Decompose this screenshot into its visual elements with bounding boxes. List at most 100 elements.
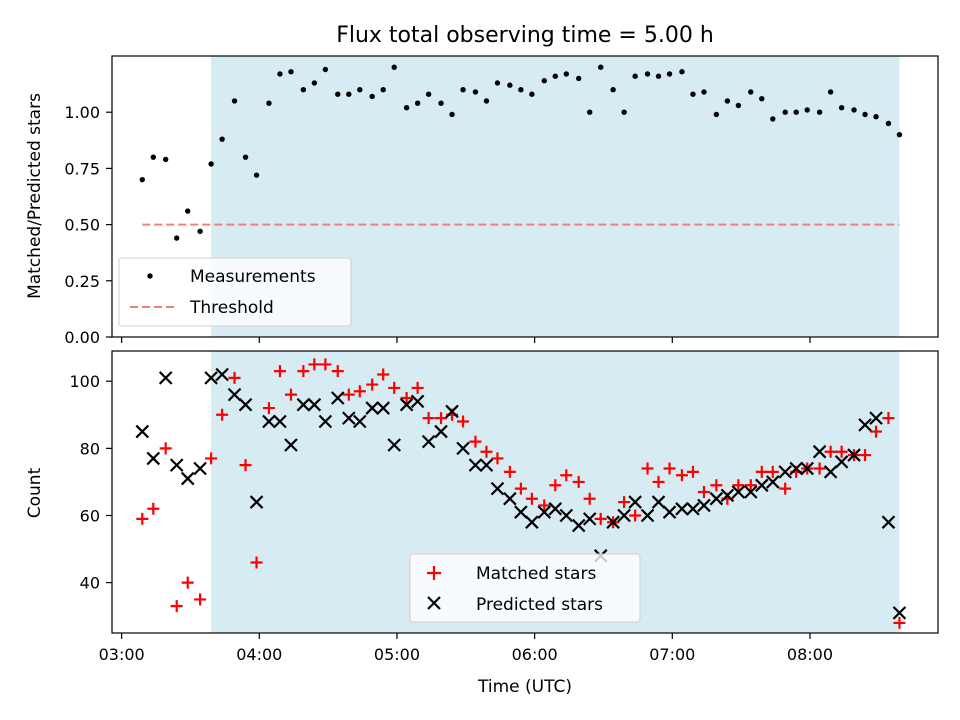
predicted-star-point bbox=[376, 401, 390, 415]
matched-star-point bbox=[239, 459, 252, 472]
predicted-star-point bbox=[262, 414, 276, 429]
x-axis-label: Time (UTC) bbox=[477, 677, 572, 697]
matched-star-point bbox=[835, 445, 848, 458]
matched-star-point bbox=[319, 358, 332, 371]
x-tick-label: 06:00 bbox=[512, 645, 558, 664]
predicted-star-point bbox=[823, 465, 838, 479]
measurement-point bbox=[197, 228, 203, 235]
bottom-x-ticks: 03:00 04:00 05:00 06:00 07:00 08:00 bbox=[99, 633, 833, 664]
predicted-star-point bbox=[606, 515, 620, 529]
predicted-star-point bbox=[662, 505, 677, 519]
matched-star-point bbox=[572, 475, 585, 488]
predicted-star-point bbox=[158, 371, 173, 385]
x-tick-label: 08:00 bbox=[787, 645, 833, 664]
measurement-point bbox=[231, 98, 238, 104]
matched-star-point bbox=[469, 435, 482, 448]
predicted-star-point bbox=[778, 465, 792, 479]
measurement-point bbox=[701, 89, 707, 95]
bottom-legend-box bbox=[409, 553, 641, 623]
y-tick-label: 0.25 bbox=[64, 272, 100, 291]
predicted-star-point bbox=[537, 505, 552, 519]
matched-star-point bbox=[388, 381, 401, 394]
matched-star-point bbox=[663, 462, 676, 475]
matched-star-point bbox=[400, 392, 413, 404]
matched-stars-points bbox=[136, 358, 906, 629]
measurement-point bbox=[632, 73, 638, 79]
matched-star-point bbox=[755, 465, 768, 478]
measurement-point bbox=[266, 100, 272, 106]
predicted-star-point bbox=[582, 512, 597, 526]
matched-star-point bbox=[308, 358, 321, 371]
measurement-point bbox=[610, 87, 616, 93]
predicted-star-point bbox=[146, 451, 161, 466]
measurement-point bbox=[759, 96, 765, 102]
measurement-point bbox=[472, 89, 479, 95]
measurement-point bbox=[277, 71, 283, 77]
legend-predicted-label: Predicted stars bbox=[476, 595, 603, 615]
x-tick-label: 04:00 bbox=[236, 645, 282, 664]
y-tick-label: 80 bbox=[80, 439, 100, 458]
measurement-point bbox=[357, 87, 363, 93]
bottom-y-axis-label: Count bbox=[25, 467, 45, 518]
predicted-star-point bbox=[731, 485, 746, 499]
predicted-star-point bbox=[479, 458, 494, 472]
measurement-point bbox=[403, 105, 410, 111]
measurement-point bbox=[150, 154, 156, 160]
matched-star-point bbox=[284, 388, 297, 401]
predicted-star-point bbox=[399, 397, 414, 412]
y-tick-label: 0.00 bbox=[64, 328, 100, 347]
predicted-star-point bbox=[617, 508, 631, 523]
legend-threshold-label: Threshold bbox=[189, 298, 274, 318]
predicted-star-point bbox=[456, 441, 470, 456]
matched-star-point bbox=[583, 492, 596, 505]
predicted-star-point bbox=[548, 502, 563, 516]
measurement-point bbox=[518, 87, 524, 93]
legend-measurements-label: Measurements bbox=[190, 267, 316, 287]
x-tick-label: 05:00 bbox=[374, 645, 420, 664]
predicted-star-point bbox=[193, 461, 207, 476]
matched-star-point bbox=[136, 512, 149, 525]
top-points bbox=[139, 64, 903, 241]
predicted-star-point bbox=[559, 508, 574, 523]
bottom-y-ticks: 40 60 80 100 bbox=[69, 372, 112, 593]
matched-star-point bbox=[377, 368, 390, 381]
matched-star-point bbox=[250, 556, 263, 569]
x-tick-label: 07:00 bbox=[649, 645, 695, 664]
y-tick-label: 0.75 bbox=[64, 159, 100, 178]
predicted-star-point bbox=[490, 481, 505, 496]
measurement-point bbox=[174, 235, 180, 241]
measurement-point bbox=[219, 136, 225, 142]
predicted-star-point bbox=[387, 438, 401, 452]
measurement-point bbox=[873, 113, 879, 120]
predicted-stars-points bbox=[135, 367, 907, 620]
measurement-point bbox=[655, 73, 662, 79]
measurement-point bbox=[494, 80, 501, 86]
measurement-point bbox=[438, 100, 444, 106]
matched-star-point bbox=[435, 412, 448, 425]
measurement-point bbox=[552, 73, 558, 79]
measurement-point bbox=[896, 131, 903, 138]
predicted-star-point bbox=[766, 475, 780, 489]
top-legend: Measurements Threshold bbox=[118, 257, 352, 327]
matched-star-point bbox=[697, 486, 710, 498]
predicted-star-point bbox=[514, 505, 528, 519]
measurement-point bbox=[529, 91, 535, 97]
matched-star-point bbox=[641, 462, 654, 475]
matched-star-point bbox=[262, 402, 275, 415]
predicted-star-point bbox=[238, 397, 253, 412]
predicted-star-point bbox=[169, 458, 184, 472]
top-panel: 0.00 0.25 0.50 0.75 1.00 Matched/Predicted s… bbox=[25, 55, 939, 347]
measurement-point bbox=[185, 208, 191, 214]
matched-star-point bbox=[618, 496, 631, 509]
predicted-star-point bbox=[686, 502, 700, 516]
measurement-point bbox=[644, 71, 651, 77]
predicted-star-point bbox=[445, 404, 459, 419]
y-tick-label: 1.00 bbox=[64, 103, 100, 122]
top-y-ticks: 0.00 0.25 0.50 0.75 1.00 bbox=[64, 103, 112, 347]
bottom-plot-frame bbox=[111, 350, 939, 634]
bottom-legend: Matched stars Predicted stars bbox=[409, 553, 641, 623]
matched-star-point bbox=[503, 465, 516, 478]
measurement-point bbox=[621, 109, 627, 115]
measurement-point bbox=[851, 107, 857, 113]
predicted-star-point bbox=[869, 411, 883, 425]
